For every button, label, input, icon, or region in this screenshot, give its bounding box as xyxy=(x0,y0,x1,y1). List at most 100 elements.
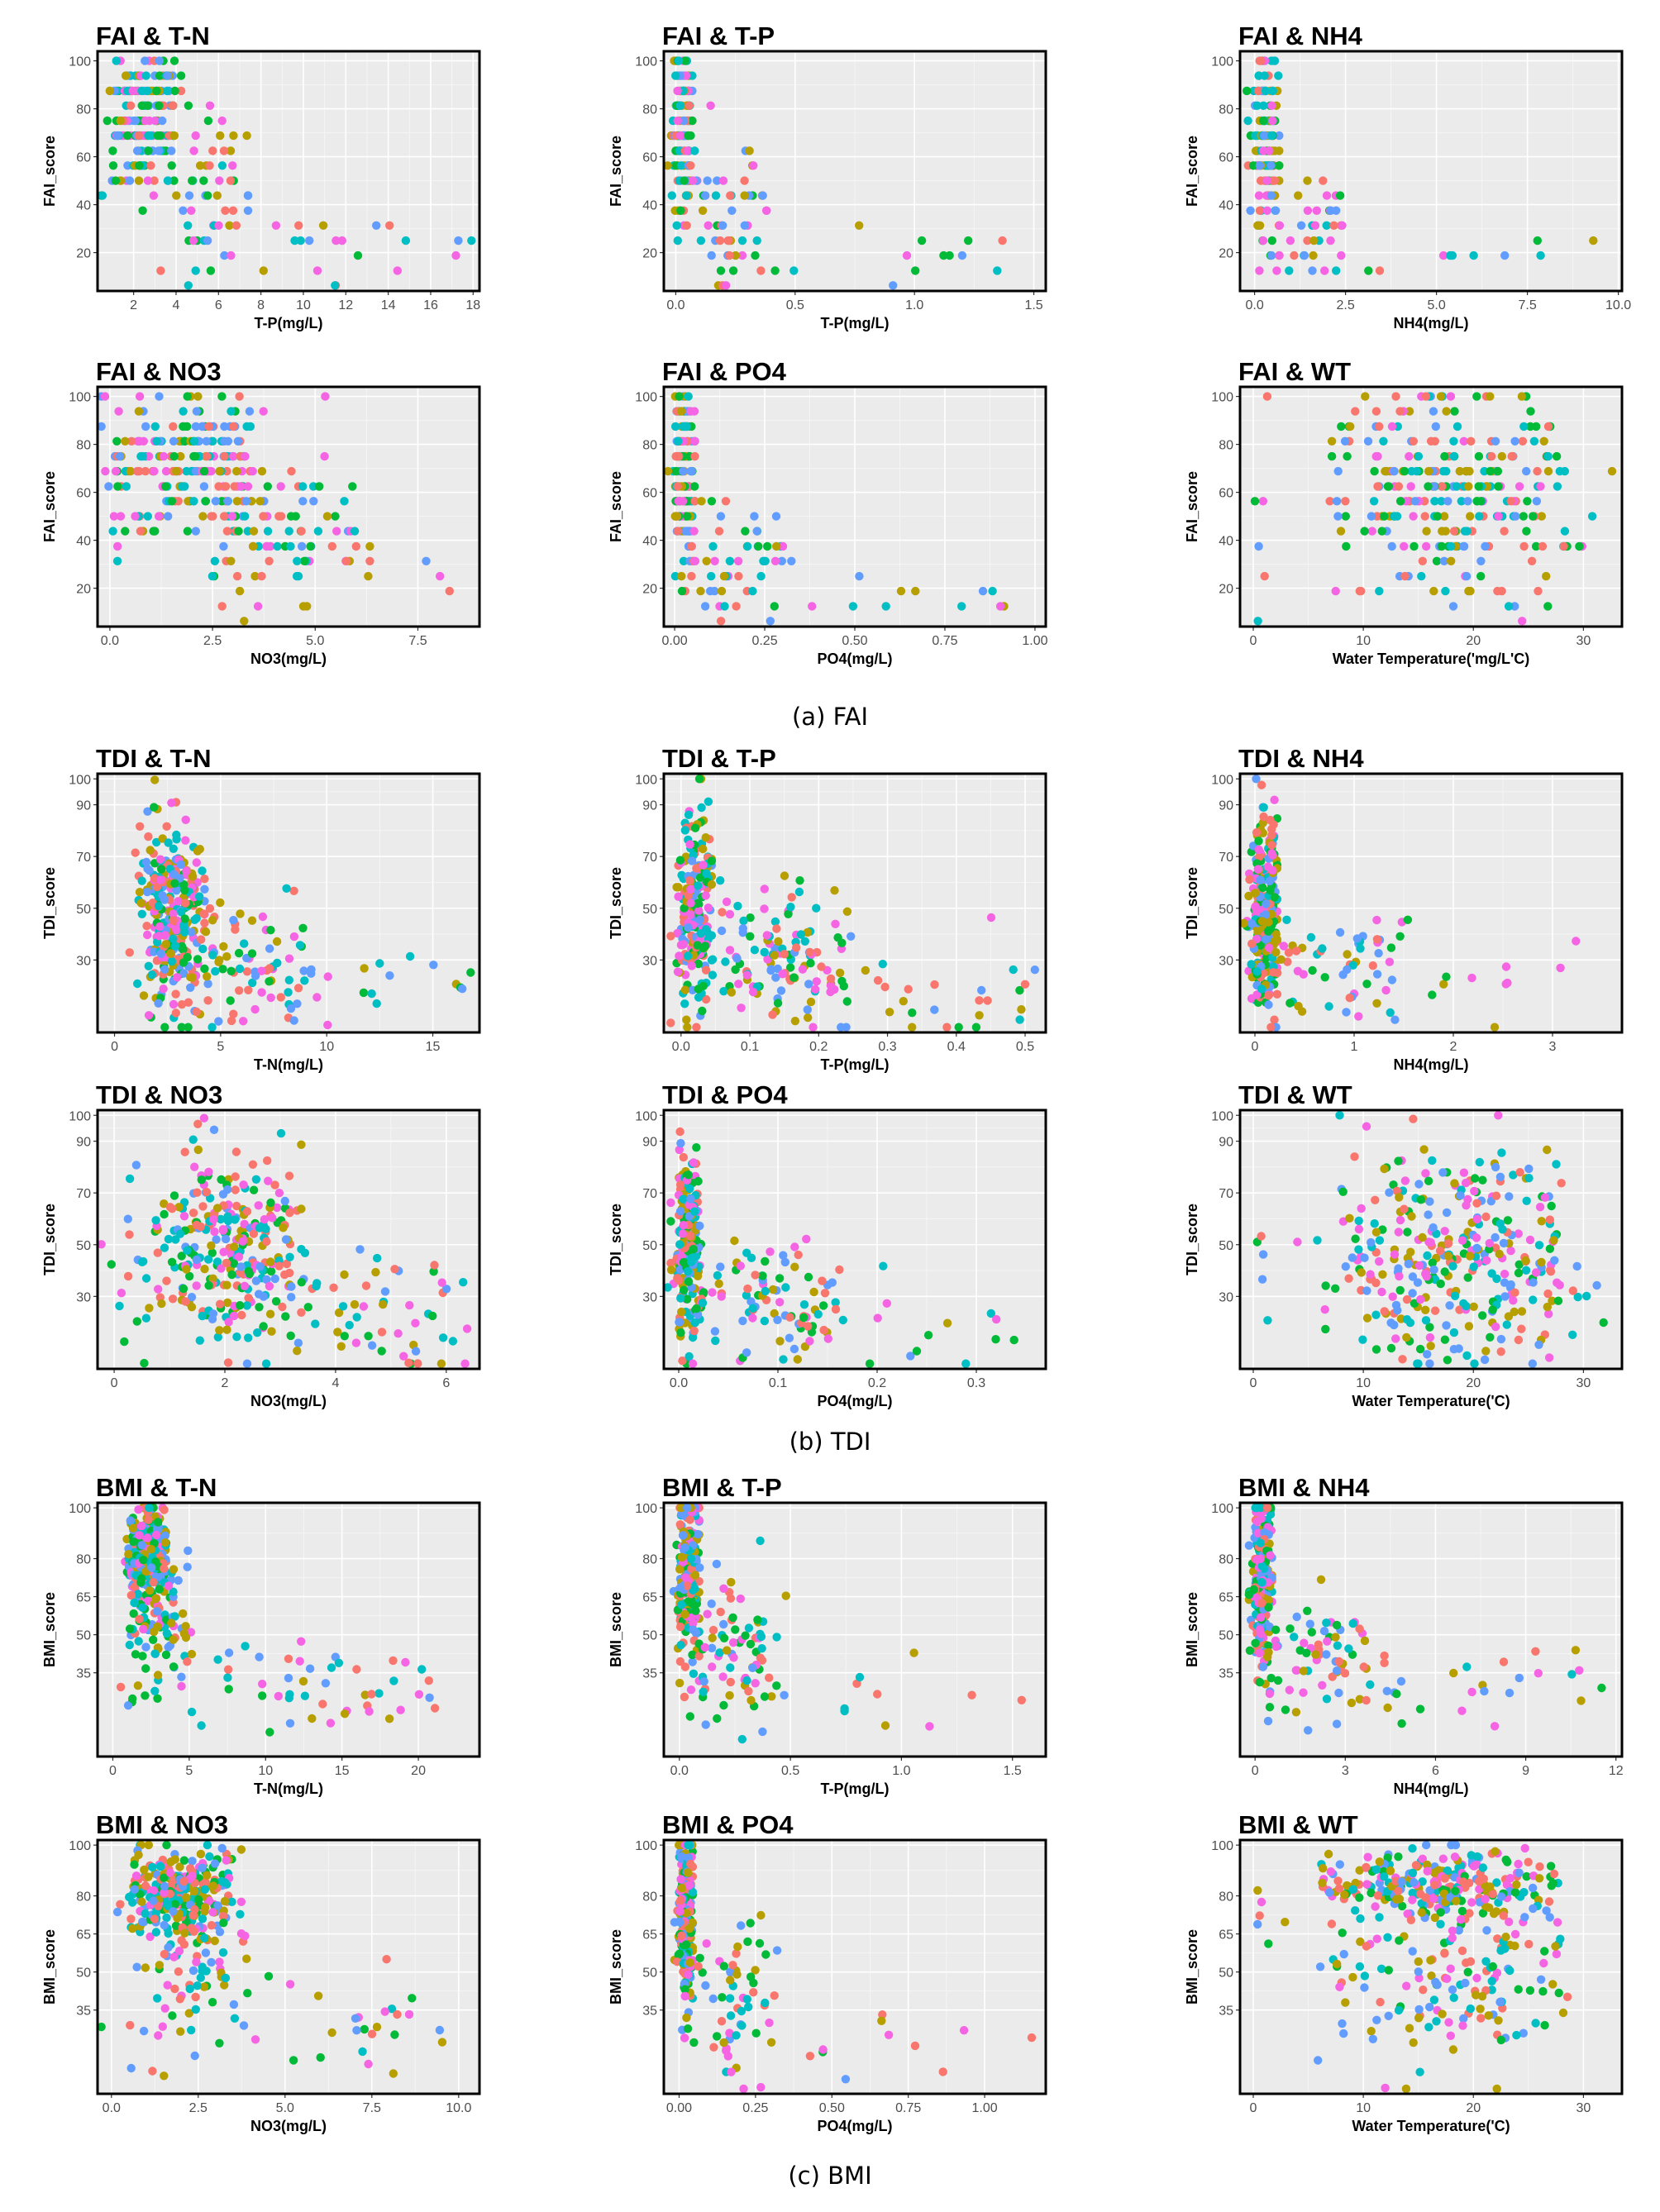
data-point xyxy=(742,1248,751,1257)
data-point xyxy=(1270,893,1280,902)
data-point xyxy=(203,451,212,461)
data-point xyxy=(188,872,198,881)
data-point xyxy=(199,176,208,185)
data-point xyxy=(942,1023,952,1032)
data-point xyxy=(222,1325,231,1334)
data-point xyxy=(697,803,706,813)
data-point xyxy=(413,1359,422,1368)
data-point xyxy=(1423,1350,1432,1359)
data-point xyxy=(1331,1284,1340,1294)
data-point xyxy=(235,964,245,974)
data-point xyxy=(1370,466,1379,476)
data-point xyxy=(1457,1236,1467,1245)
data-point xyxy=(219,541,228,551)
x-tick-label: 12 xyxy=(338,298,353,312)
data-point xyxy=(1540,1193,1550,1202)
data-point xyxy=(707,497,717,506)
data-point xyxy=(1341,497,1350,506)
data-point xyxy=(244,985,253,995)
data-point xyxy=(154,1285,163,1294)
data-point xyxy=(674,436,683,446)
data-point xyxy=(675,1622,685,1632)
y-tick-label: 60 xyxy=(642,487,657,501)
data-point xyxy=(677,407,686,416)
data-point xyxy=(367,1341,377,1350)
data-point xyxy=(720,602,729,611)
data-point xyxy=(116,1682,126,1692)
data-point xyxy=(778,970,787,979)
data-point xyxy=(207,512,216,521)
data-point xyxy=(1441,527,1450,536)
data-point xyxy=(1592,1280,1601,1290)
data-point xyxy=(438,1333,448,1342)
data-point xyxy=(1462,527,1472,536)
data-point xyxy=(295,941,305,950)
data-point xyxy=(750,512,759,521)
data-point xyxy=(373,1253,382,1263)
data-point xyxy=(1478,1175,1487,1185)
y-tick-label: 100 xyxy=(69,55,91,69)
y-tick-label: 30 xyxy=(1219,1290,1233,1304)
y-tick-label: 20 xyxy=(642,247,657,261)
data-point xyxy=(297,1278,306,1287)
data-point xyxy=(125,1174,135,1184)
data-point xyxy=(1360,1253,1369,1262)
data-point xyxy=(187,206,196,215)
data-point xyxy=(271,221,281,230)
data-point xyxy=(684,131,693,141)
data-point xyxy=(169,1635,178,1644)
data-point xyxy=(686,910,695,919)
data-point xyxy=(405,1300,414,1310)
data-point xyxy=(336,1342,346,1352)
data-point xyxy=(691,1628,700,1638)
data-point xyxy=(145,846,155,855)
data-point xyxy=(372,221,381,230)
data-point xyxy=(1553,482,1562,491)
y-tick-label: 65 xyxy=(1219,1591,1233,1605)
data-point xyxy=(758,1271,767,1280)
data-point xyxy=(134,1637,143,1646)
data-point xyxy=(236,1301,245,1310)
data-point xyxy=(101,466,110,476)
data-point xyxy=(265,541,275,551)
x-tick-label: 5 xyxy=(217,1040,224,1054)
data-point xyxy=(184,281,193,290)
data-point xyxy=(904,984,913,994)
data-point xyxy=(1252,775,1261,784)
y-tick-label: 40 xyxy=(642,535,657,549)
data-point xyxy=(1253,617,1262,626)
x-tick-label: 0.0 xyxy=(670,1376,688,1390)
data-point xyxy=(155,932,164,941)
data-point xyxy=(454,236,463,246)
data-point xyxy=(1552,1160,1561,1169)
x-axis-label: NH4(mg/L) xyxy=(1394,1056,1469,1073)
data-point xyxy=(1459,436,1469,446)
data-point xyxy=(1500,250,1510,260)
data-point xyxy=(1502,1320,1512,1329)
data-point xyxy=(250,1004,260,1014)
data-point xyxy=(673,1274,682,1283)
data-point xyxy=(1464,586,1473,596)
data-point xyxy=(1250,497,1260,506)
data-point xyxy=(687,856,697,865)
data-point xyxy=(1430,1306,1440,1315)
data-point xyxy=(700,602,710,611)
data-point xyxy=(708,1662,717,1671)
data-point xyxy=(188,236,198,246)
panel-title: FAI & T-N xyxy=(96,21,210,50)
data-point xyxy=(169,131,179,141)
data-point xyxy=(674,56,684,65)
data-point xyxy=(274,1261,284,1270)
data-point xyxy=(855,571,864,581)
data-point xyxy=(923,1331,933,1340)
data-point xyxy=(1414,451,1424,461)
data-point xyxy=(716,1262,725,1271)
data-point xyxy=(1255,161,1265,170)
data-point xyxy=(241,497,251,506)
data-point xyxy=(1343,950,1352,959)
data-point xyxy=(1354,1216,1363,1226)
data-point xyxy=(1452,482,1462,491)
data-point xyxy=(1449,436,1458,446)
data-point xyxy=(384,1714,394,1723)
data-point xyxy=(1529,1295,1538,1304)
